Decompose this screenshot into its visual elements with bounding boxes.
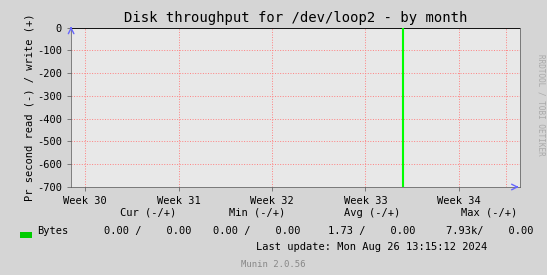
Text: 7.93k/    0.00: 7.93k/ 0.00 — [446, 226, 533, 236]
Text: Min (-/+): Min (-/+) — [229, 208, 285, 218]
Text: 0.00 /    0.00: 0.00 / 0.00 — [213, 226, 301, 236]
Text: Avg (-/+): Avg (-/+) — [344, 208, 400, 218]
Text: RRDTOOL / TOBI OETIKER: RRDTOOL / TOBI OETIKER — [537, 54, 546, 155]
Text: 0.00 /    0.00: 0.00 / 0.00 — [104, 226, 191, 236]
Text: Munin 2.0.56: Munin 2.0.56 — [241, 260, 306, 269]
Y-axis label: Pr second read (-) / write (+): Pr second read (-) / write (+) — [24, 13, 34, 201]
Text: 1.73 /    0.00: 1.73 / 0.00 — [328, 226, 416, 236]
Text: Last update: Mon Aug 26 13:15:12 2024: Last update: Mon Aug 26 13:15:12 2024 — [257, 242, 487, 252]
Title: Disk throughput for /dev/loop2 - by month: Disk throughput for /dev/loop2 - by mont… — [124, 11, 467, 25]
Text: Bytes: Bytes — [37, 226, 68, 236]
Text: Cur (-/+): Cur (-/+) — [120, 208, 176, 218]
Text: Max (-/+): Max (-/+) — [462, 208, 517, 218]
